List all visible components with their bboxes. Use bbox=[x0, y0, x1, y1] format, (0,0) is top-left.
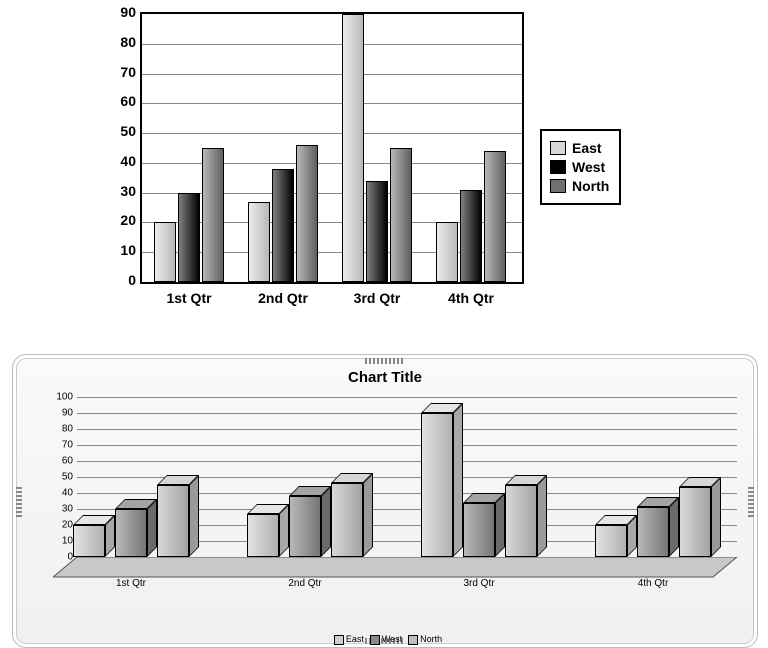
bottom-ytick: 10 bbox=[53, 536, 73, 547]
top-ytick: 50 bbox=[102, 123, 136, 139]
top-ytick: 40 bbox=[102, 153, 136, 169]
top-ytick: 30 bbox=[102, 183, 136, 199]
bottom-category-label: 3rd Qtr bbox=[463, 578, 494, 589]
frame-grip-top[interactable] bbox=[365, 358, 405, 364]
top-ytick: 20 bbox=[102, 212, 136, 228]
top-ytick: 0 bbox=[102, 272, 136, 288]
bottom-bar bbox=[421, 413, 453, 557]
top-legend: East West North bbox=[540, 129, 621, 205]
bottom-plot-area: 0102030405060708090100 1st Qtr2nd Qtr3rd… bbox=[53, 397, 739, 593]
top-bar bbox=[390, 148, 412, 282]
bottom-bar bbox=[595, 525, 627, 557]
top-bar bbox=[366, 181, 388, 282]
top-bar bbox=[178, 193, 200, 282]
top-bar bbox=[484, 151, 506, 282]
bottom-bar bbox=[157, 485, 189, 557]
frame-grip-left[interactable] bbox=[16, 485, 22, 517]
bottom-ytick: 20 bbox=[53, 520, 73, 531]
top-legend-item: North bbox=[550, 178, 609, 194]
top-ytick: 10 bbox=[102, 242, 136, 258]
bottom-category-label: 2nd Qtr bbox=[288, 578, 321, 589]
top-bar bbox=[342, 14, 364, 282]
top-legend-item: West bbox=[550, 159, 609, 175]
frame-grip-right[interactable] bbox=[748, 485, 754, 517]
bottom-legend: EastWestNorth bbox=[13, 634, 757, 645]
top-bar bbox=[248, 202, 270, 282]
top-legend-item: East bbox=[550, 140, 609, 156]
bottom-floor bbox=[53, 557, 737, 577]
top-ytick: 90 bbox=[102, 4, 136, 20]
bottom-chart-title: Chart Title bbox=[13, 369, 757, 386]
top-bar bbox=[436, 222, 458, 282]
top-plot-area: 1st Qtr2nd Qtr3rd Qtr4th Qtr bbox=[140, 12, 524, 284]
top-bar-chart: 1st Qtr2nd Qtr3rd Qtr4th Qtr EastWestNor… bbox=[100, 4, 660, 324]
top-bar bbox=[460, 190, 482, 282]
top-category-label: 3rd Qtr bbox=[354, 290, 401, 306]
bottom-ytick: 50 bbox=[53, 472, 73, 483]
bottom-ytick: 70 bbox=[53, 440, 73, 451]
bottom-bar bbox=[463, 503, 495, 557]
bottom-ytick: 40 bbox=[53, 488, 73, 499]
top-ytick: 70 bbox=[102, 64, 136, 80]
bottom-ytick: 60 bbox=[53, 456, 73, 467]
top-ytick: 80 bbox=[102, 34, 136, 50]
bottom-bar bbox=[115, 509, 147, 557]
bottom-ytick: 90 bbox=[53, 408, 73, 419]
top-bar bbox=[296, 145, 318, 282]
top-bar bbox=[202, 148, 224, 282]
top-category-label: 2nd Qtr bbox=[258, 290, 308, 306]
bottom-ytick: 80 bbox=[53, 424, 73, 435]
bottom-bar bbox=[331, 483, 363, 557]
top-category-label: 4th Qtr bbox=[448, 290, 494, 306]
bottom-category-label: 1st Qtr bbox=[116, 578, 146, 589]
bottom-bar bbox=[637, 507, 669, 557]
bottom-category-label: 4th Qtr bbox=[638, 578, 669, 589]
bottom-bar bbox=[679, 487, 711, 557]
top-bar bbox=[154, 222, 176, 282]
top-bar bbox=[272, 169, 294, 282]
bottom-bar bbox=[73, 525, 105, 557]
top-ytick: 60 bbox=[102, 93, 136, 109]
bottom-ytick: 100 bbox=[53, 392, 73, 403]
bottom-bar bbox=[247, 514, 279, 557]
bottom-3d-chart-frame: Chart Title 0102030405060708090100 1st Q… bbox=[12, 354, 758, 648]
bottom-bar bbox=[505, 485, 537, 557]
bottom-bar bbox=[289, 496, 321, 557]
top-category-label: 1st Qtr bbox=[166, 290, 211, 306]
bottom-ytick: 30 bbox=[53, 504, 73, 515]
